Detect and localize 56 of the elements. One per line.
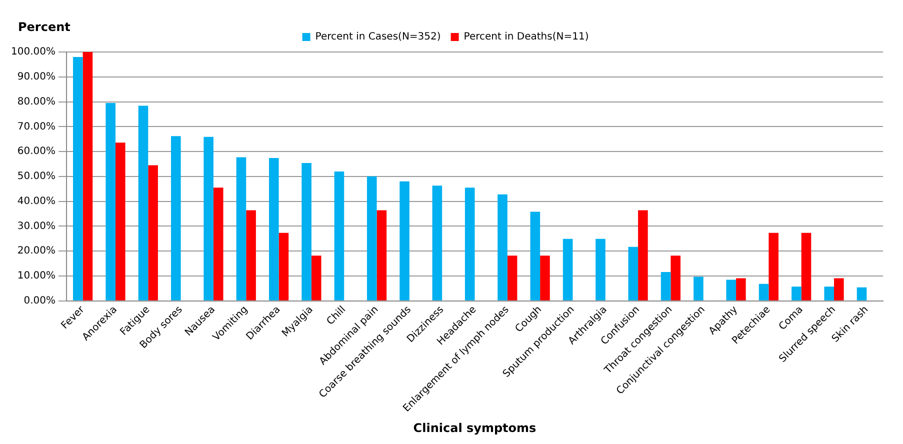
y-tick-label: 50.00% xyxy=(17,171,56,182)
y-tick-label: 30.00% xyxy=(17,220,56,232)
y-tick-label: 10.00% xyxy=(17,270,56,282)
bar xyxy=(311,256,322,300)
bar xyxy=(236,157,246,300)
bar xyxy=(801,232,812,300)
bar xyxy=(596,238,606,300)
bar xyxy=(792,286,802,300)
bar xyxy=(638,210,648,300)
bar xyxy=(278,232,289,300)
y-tick-label: 100.00% xyxy=(10,46,56,58)
y-tick-label: 0.00% xyxy=(24,295,56,306)
y-tick-label: 70.00% xyxy=(17,121,56,132)
bar xyxy=(736,278,746,300)
bar xyxy=(660,272,671,300)
bar xyxy=(694,276,704,300)
bar xyxy=(856,287,867,300)
legend-label: Percent in Cases(N=352) xyxy=(315,32,441,43)
bar xyxy=(498,194,508,300)
bar xyxy=(400,181,410,300)
bar xyxy=(540,256,550,300)
bar xyxy=(507,256,518,300)
bar xyxy=(562,238,573,300)
y-tick-label: 40.00% xyxy=(17,196,56,207)
y-tick-label: 20.00% xyxy=(17,246,56,257)
bar xyxy=(82,52,93,300)
bar xyxy=(366,176,377,300)
y-tick-label: 90.00% xyxy=(17,71,56,82)
bar xyxy=(138,106,148,300)
y-tick-label: 80.00% xyxy=(17,96,56,108)
bar xyxy=(204,136,214,300)
bar xyxy=(768,232,778,300)
bar xyxy=(115,142,126,300)
bar xyxy=(213,188,224,300)
bar xyxy=(106,103,116,300)
bar xyxy=(758,284,769,300)
bar xyxy=(530,212,540,300)
bar xyxy=(73,56,83,300)
bar xyxy=(171,136,181,300)
bar xyxy=(302,162,312,300)
bar xyxy=(334,171,344,300)
bar xyxy=(376,210,387,300)
bar xyxy=(246,210,256,300)
bar xyxy=(726,280,736,300)
y-tick-label: 60.00% xyxy=(17,146,56,158)
bar xyxy=(824,286,834,300)
legend-label: Percent in Deaths(N=11) xyxy=(464,32,589,43)
bar xyxy=(268,158,279,300)
bar xyxy=(670,256,681,300)
bar xyxy=(834,278,844,300)
bar xyxy=(464,188,475,300)
bar xyxy=(628,246,638,300)
bar xyxy=(432,186,442,300)
y-axis-title: Percent xyxy=(18,20,70,34)
bar xyxy=(148,165,158,300)
x-axis-title: Clinical symptoms xyxy=(413,420,536,435)
